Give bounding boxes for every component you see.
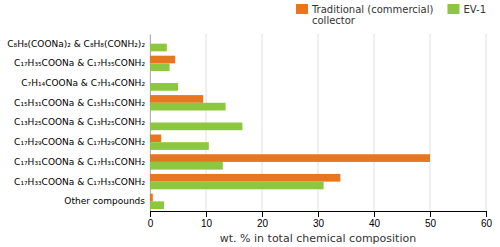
x-tick: 10 [201,211,213,229]
x-tick-label: 20 [257,218,269,229]
y-tick: C₁₇H₃₅COONa & C₁₇H₃₅CONH₂ [14,58,145,68]
y-tick-label: C₁₇H₃₅COONa & C₁₇H₃₅CONH₂ [14,58,145,68]
y-tick: C₁₃H₂₅COONa & C₁₃H₂₅CONH₂ [14,117,145,127]
y-tick: Other compounds [64,196,145,206]
grid-line [374,34,375,211]
y-axis: C₈H₈(COONa)₂ & C₈H₈(CONH₂)₂ C₁₇H₃₅COONa &… [7,35,150,212]
x-tick-mark [486,211,487,217]
legend-label: Traditional (commercial)collector [311,4,433,26]
x-tick-label: 50 [425,218,437,229]
y-tick-label: C₈H₈(COONa)₂ & C₈H₈(CONH₂)₂ [7,39,145,49]
x-tick-mark [374,211,375,217]
bar [150,174,340,182]
x-tick-mark [150,211,151,217]
grid-line [486,34,487,211]
chart: C₈H₈(COONa)₂ & C₈H₈(CONH₂)₂ C₁₇H₃₅COONa &… [0,0,500,247]
x-tick-mark [318,211,319,217]
bar [150,44,167,52]
series [150,44,324,209]
bar [150,123,242,131]
bar [150,115,151,123]
x-tick: 60 [481,211,493,229]
bars [150,44,430,209]
x-tick: 30 [313,211,325,229]
bar [150,135,161,143]
bar [150,95,203,103]
y-tick: C₁₅H₃₁COONa & C₁₅H₃₁CONH₂ [14,98,145,108]
bar [150,103,226,111]
grid-line [430,34,431,211]
legend-swatch [296,4,308,14]
legend: Traditional (commercial)collector EV-1 [296,4,486,26]
y-tick-label: Other compounds [64,196,145,206]
grid [150,34,486,211]
bar [150,194,153,202]
series [150,56,430,202]
y-tick-label: C₇H₁₄COONa & C₇H₁₄CONH₂ [21,78,145,88]
bar [150,201,164,209]
x-tick: 50 [425,211,437,229]
x-tick-mark [206,211,207,217]
y-tick-label: C₁₇H₃₃COONa & C₁₇H₃₃CONH₂ [14,177,145,187]
bar [150,154,430,162]
x-tick: 20 [257,211,269,229]
x-axis-title: wt. % in total chemical composition [220,232,416,245]
y-tick: C₁₇H₃₃COONa & C₁₇H₃₃CONH₂ [14,177,145,187]
y-tick: C₁₇H₃₁COONa & C₁₇H₃₁CONH₂ [14,157,145,167]
bar [150,36,151,44]
bar [150,142,209,150]
x-axis-line [151,212,487,218]
bar [150,162,223,170]
y-tick: C₈H₈(COONa)₂ & C₈H₈(CONH₂)₂ [7,39,145,49]
legend-item: Traditional (commercial)collector [296,4,433,26]
y-tick: C₁₇H₂₉COONa & C₁₇H₂₉CONH₂ [14,137,145,147]
x-tick-label: 0 [148,218,154,229]
x-tick-mark [430,211,431,217]
x-tick: 0 [148,211,154,229]
bar [150,75,151,83]
y-tick-label: C₁₇H₂₉COONa & C₁₇H₂₉CONH₂ [14,137,145,147]
bar [150,83,178,91]
x-tick-label: 10 [201,218,213,229]
bar [150,56,175,64]
y-tick-label: C₁₇H₃₁COONa & C₁₇H₃₁CONH₂ [14,157,145,167]
y-tick-label: C₁₅H₃₁COONa & C₁₅H₃₁CONH₂ [14,98,145,108]
bar [150,63,170,71]
legend-swatch [447,4,459,14]
x-tick-mark [262,211,263,217]
x-tick-label: 60 [481,218,493,229]
legend-item: EV-1 [447,4,486,15]
x-tick-label: 40 [369,218,381,229]
x-axis: 0 10 20 30 40 50 60 [148,211,493,229]
legend-label: EV-1 [463,4,486,15]
x-tick-label: 30 [313,218,325,229]
bar [150,182,324,190]
x-tick: 40 [369,211,381,229]
plot-area [150,34,486,211]
y-tick: C₇H₁₄COONa & C₇H₁₄CONH₂ [21,78,145,88]
y-tick-label: C₁₃H₂₅COONa & C₁₃H₂₅CONH₂ [14,117,145,127]
